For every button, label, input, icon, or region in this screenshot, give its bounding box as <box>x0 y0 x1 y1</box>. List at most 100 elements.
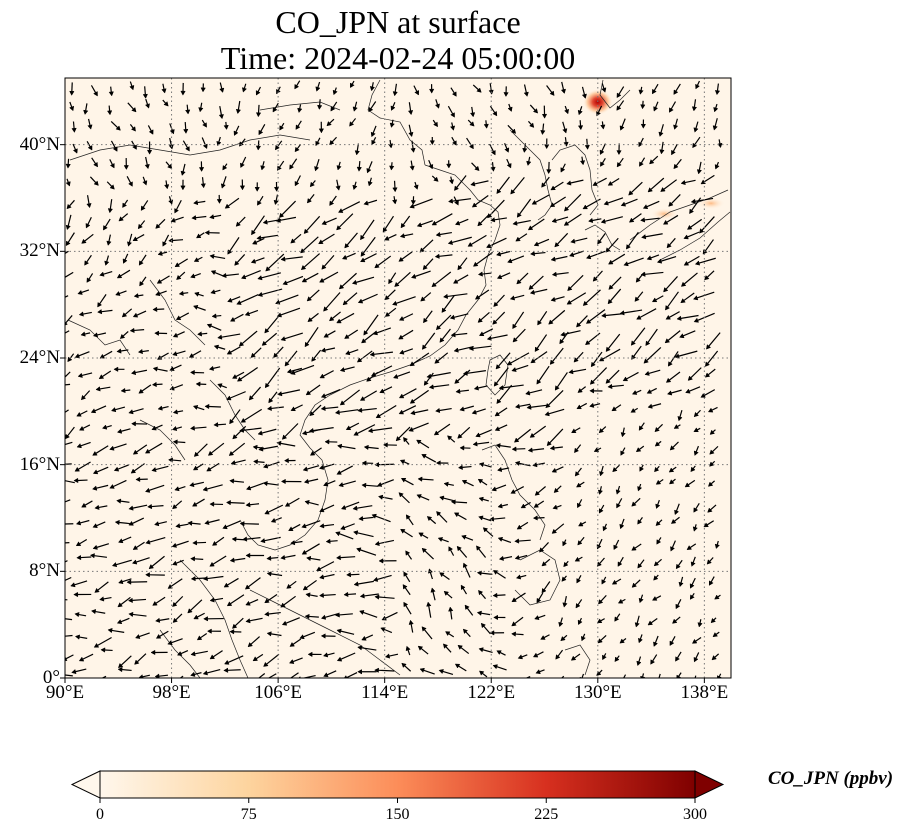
wind-arrow <box>257 288 283 297</box>
wind-arrow <box>599 465 605 477</box>
wind-arrow <box>526 156 532 166</box>
wind-arrow <box>611 578 622 585</box>
wind-arrow <box>447 435 456 443</box>
wind-arrow <box>353 580 374 587</box>
wind-arrow <box>529 104 539 114</box>
wind-arrow <box>687 367 702 381</box>
wind-arrow <box>363 199 378 206</box>
wind-arrow <box>223 121 229 130</box>
wind-arrow <box>78 424 91 431</box>
wind-arrow <box>209 501 224 507</box>
wind-arrow <box>516 198 532 218</box>
wind-arrow <box>620 198 638 207</box>
wind-arrow <box>478 515 492 522</box>
wind-arrow <box>78 653 94 662</box>
wind-arrow <box>398 251 413 262</box>
wind-arrow <box>608 253 626 265</box>
wind-arrow <box>161 83 167 94</box>
wind-arrow <box>154 673 169 678</box>
wind-arrow <box>187 599 203 614</box>
wind-arrow <box>151 424 163 431</box>
wind-arrow <box>356 547 377 556</box>
wind-arrow <box>99 596 112 602</box>
wind-arrow <box>65 158 71 169</box>
colorbar-tick-label: 75 <box>240 806 257 823</box>
wind-arrow <box>326 118 335 127</box>
wind-arrow <box>605 369 620 384</box>
wind-arrow <box>117 666 132 673</box>
wind-arrow <box>176 271 186 281</box>
wind-arrow <box>157 250 168 256</box>
wind-arrow <box>171 425 182 431</box>
wind-arrow <box>712 118 718 131</box>
wind-arrow <box>450 499 468 505</box>
wind-arrow <box>564 105 570 115</box>
wind-arrow <box>132 310 147 318</box>
wind-arrow <box>192 498 205 507</box>
wind-arrow <box>278 200 297 218</box>
wind-arrow <box>318 121 324 134</box>
wind-arrow <box>588 217 602 224</box>
wind-arrow <box>330 101 338 112</box>
wind-arrow <box>550 181 564 191</box>
wind-arrow <box>416 494 430 501</box>
wind-arrow <box>114 519 130 526</box>
wind-arrow <box>209 650 223 660</box>
wind-arrow <box>89 176 99 186</box>
wind-arrow <box>372 574 392 582</box>
wind-arrow <box>672 616 681 624</box>
wind-arrow <box>328 311 341 322</box>
wind-arrow <box>453 346 474 353</box>
wind-arrow <box>104 255 110 266</box>
wind-arrow <box>636 656 642 667</box>
wind-arrow <box>507 255 525 264</box>
wind-arrow <box>653 635 659 647</box>
wind-arrow <box>202 668 221 676</box>
wind-arrow <box>577 617 583 626</box>
wind-arrow <box>554 372 568 391</box>
wind-arrow <box>490 162 496 172</box>
wind-arrow <box>706 557 714 565</box>
wind-arrow <box>532 651 544 658</box>
wind-arrow <box>616 86 625 99</box>
wind-arrow <box>202 484 223 492</box>
wind-arrow <box>611 404 622 412</box>
wind-arrow <box>709 429 716 435</box>
wind-arrow <box>172 500 183 510</box>
wind-arrow <box>255 104 262 118</box>
wind-arrow <box>217 383 227 389</box>
wind-arrow <box>571 427 581 434</box>
wind-arrow <box>165 161 173 170</box>
wind-arrow <box>704 270 715 281</box>
wind-arrow <box>323 292 341 312</box>
wind-arrow <box>127 597 147 604</box>
wind-arrow <box>666 389 682 396</box>
wind-arrow <box>261 332 278 346</box>
wind-arrow <box>696 161 702 175</box>
wind-arrow <box>65 634 73 637</box>
wind-arrow <box>434 99 440 109</box>
wind-arrow <box>407 102 414 116</box>
wind-arrow <box>496 384 513 404</box>
wind-arrow <box>176 650 189 656</box>
wind-arrow <box>454 175 467 191</box>
wind-arrow <box>523 84 529 97</box>
wind-arrow <box>457 426 471 439</box>
wind-arrow <box>640 271 664 277</box>
wind-arrow <box>398 405 417 415</box>
wind-arrow <box>69 101 75 112</box>
wind-arrow <box>410 270 431 279</box>
wind-arrow <box>489 630 505 636</box>
wind-arrow <box>550 296 565 302</box>
wind-arrow <box>541 105 548 119</box>
wind-arrow <box>612 464 620 473</box>
wind-arrow <box>360 219 375 241</box>
wind-arrow <box>74 612 87 618</box>
wind-arrow <box>429 137 435 146</box>
wind-arrow <box>65 654 74 661</box>
wind-arrow <box>403 571 411 583</box>
wind-arrow <box>91 157 98 168</box>
wind-arrow <box>240 408 263 423</box>
wind-vectors <box>65 80 723 678</box>
wind-arrow <box>204 230 220 236</box>
